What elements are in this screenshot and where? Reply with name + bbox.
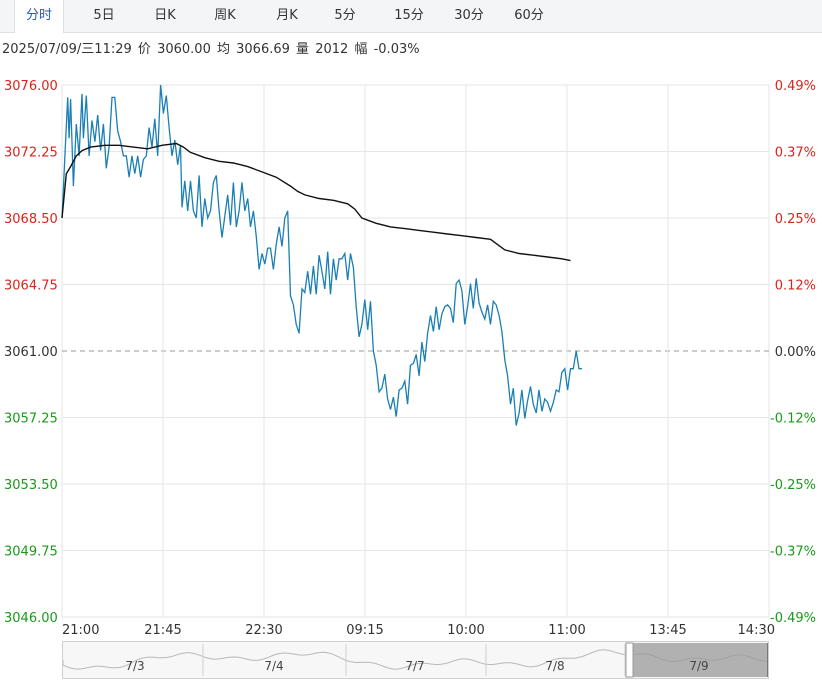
tab-2[interactable]: 日K	[154, 8, 176, 23]
tab-7[interactable]: 30分	[454, 8, 484, 23]
navigator-date-label: 7/3	[125, 659, 144, 673]
pct-tick-label: -0.37%	[770, 545, 816, 560]
y-tick-label: 3064.75	[4, 279, 58, 294]
price-line	[61, 84, 582, 426]
x-tick-label: 11:00	[548, 623, 585, 638]
x-tick-label: 13:45	[649, 623, 686, 638]
navigator-right-handle	[767, 643, 768, 677]
quote-datetime: 2025/07/09/三11:29	[2, 42, 132, 57]
avg-value: 3066.69	[236, 42, 290, 57]
pct-tick-label: -0.25%	[770, 478, 816, 493]
volume-value: 2012	[315, 42, 349, 57]
price-label: 价	[137, 42, 151, 57]
intraday-chart[interactable]: 3076.00 0.49% 3072.25 0.37% 3068.50 0.25% 3064…	[0, 60, 822, 640]
navigator-date-label: 7/7	[405, 659, 424, 673]
x-tick-label: 10:00	[447, 623, 484, 638]
y-tick-label: 3057.25	[4, 412, 58, 427]
quote-info-row: 2025/07/09/三11:29 价 3060.00 均 3066.69 量 …	[2, 38, 422, 57]
tab-1[interactable]: 5日	[93, 8, 115, 23]
pct-tick-label: 0.37%	[775, 146, 816, 161]
avg-price-line	[61, 142, 571, 262]
pct-tick-label: 0.25%	[775, 212, 816, 227]
date-range-navigator[interactable]: 7/3 7/4 7/7 7/8 7/9	[62, 641, 769, 679]
change-label: 幅	[354, 42, 368, 57]
pct-tick-label: -0.49%	[770, 611, 816, 626]
y-tick-label: 3061.00	[4, 345, 58, 360]
x-tick-label: 21:00	[62, 623, 99, 638]
y-tick-label: 3046.00	[4, 611, 58, 626]
navigator-selection	[633, 643, 767, 677]
change-value: -0.03%	[373, 42, 420, 57]
period-tab-bar: 分时 5日 日K 周K 月K 5分 15分 30分 60分	[0, 0, 822, 33]
price-value: 3060.00	[157, 42, 211, 57]
avg-label: 均	[216, 42, 230, 57]
tab-5[interactable]: 5分	[334, 8, 356, 23]
pct-tick-label: 0.49%	[775, 79, 816, 94]
navigator-minichart: 7/3 7/4 7/7 7/8 7/9	[62, 642, 769, 678]
pct-tick-label: -0.12%	[770, 412, 816, 427]
navigator-date-label: 7/9	[689, 659, 708, 673]
tab-6[interactable]: 15分	[394, 8, 424, 23]
y-tick-label: 3072.25	[4, 146, 58, 161]
tab-0[interactable]: 分时	[14, 0, 64, 33]
pct-tick-label: 0.00%	[775, 345, 816, 360]
y-tick-label: 3049.75	[4, 545, 58, 560]
y-tick-label: 3068.50	[4, 212, 58, 227]
navigator-left-handle	[625, 642, 634, 678]
navigator-date-label: 7/4	[264, 659, 283, 673]
x-tick-label: 21:45	[144, 623, 181, 638]
y-tick-label: 3076.00	[4, 79, 58, 94]
tab-4[interactable]: 月K	[276, 8, 298, 23]
x-tick-label: 22:30	[245, 623, 282, 638]
tab-8[interactable]: 60分	[514, 8, 544, 23]
y-tick-label: 3053.50	[4, 478, 58, 493]
navigator-date-label: 7/8	[545, 659, 564, 673]
x-tick-label: 14:30	[738, 623, 775, 638]
pct-tick-label: 0.12%	[775, 279, 816, 294]
x-tick-label: 09:15	[346, 623, 383, 638]
volume-label: 量	[296, 42, 310, 57]
tab-3[interactable]: 周K	[214, 8, 236, 23]
